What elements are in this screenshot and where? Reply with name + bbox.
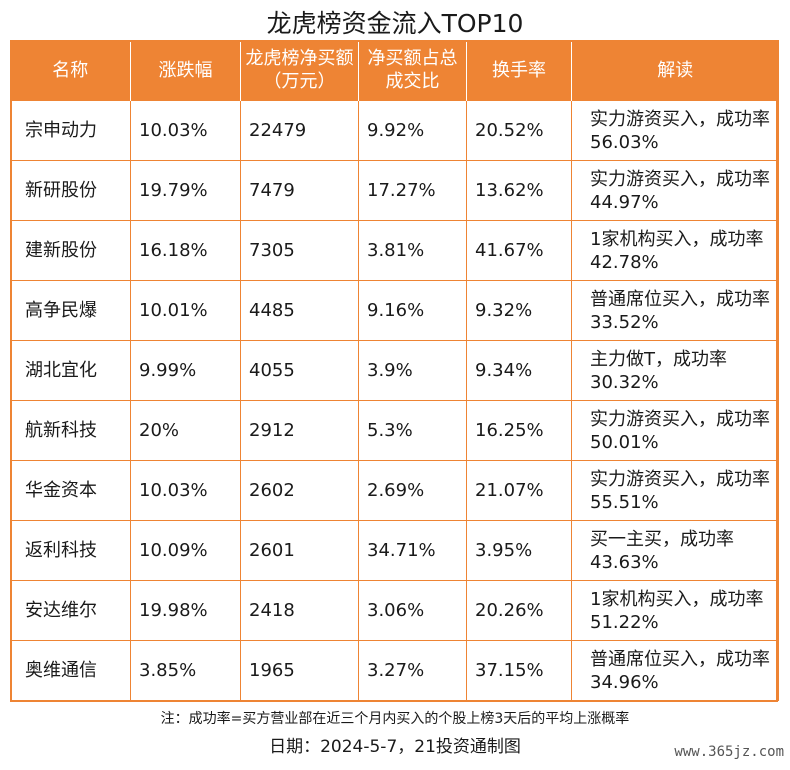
- cell-turnover: 20.26%: [466, 580, 572, 641]
- cell-ratio: 2.69%: [358, 460, 467, 521]
- table-body: 宗申动力 10.03% 22479 9.92% 20.52% 实力游资买入，成功率56.0…: [10, 100, 779, 701]
- table-row: 安达维尔 19.98% 2418 3.06% 20.26% 1家机构买入，成功率51.22…: [10, 580, 779, 641]
- cell-change: 20%: [130, 400, 241, 461]
- date-line: 日期：2024-5-7，21投资通制图: [269, 737, 521, 757]
- cell-change: 9.99%: [130, 340, 241, 401]
- cell-change: 10.03%: [130, 100, 241, 161]
- watermark: www.365jz.com: [674, 744, 784, 760]
- cell-note: 普通席位买入，成功率33.52%: [571, 280, 779, 341]
- cell-net-buy: 2418: [240, 580, 359, 641]
- header-ratio: 净买额占总成交比: [358, 40, 467, 101]
- table-frame: [10, 40, 778, 702]
- cell-note: 主力做T，成功率30.32%: [571, 340, 779, 401]
- cell-name: 宗申动力: [10, 100, 131, 161]
- cell-net-buy: 2912: [240, 400, 359, 461]
- header-change: 涨跌幅: [130, 40, 241, 101]
- table-row: 返利科技 10.09% 2601 34.71% 3.95% 买一主买，成功率43.63%: [10, 520, 779, 581]
- cell-change: 10.01%: [130, 280, 241, 341]
- dragon-tiger-table: 名称 涨跌幅 龙虎榜净买额（万元） 净买额占总成交比 换手率 解读 宗申动力 10…: [10, 40, 779, 701]
- cell-turnover: 3.95%: [466, 520, 572, 581]
- table-row: 宗申动力 10.03% 22479 9.92% 20.52% 实力游资买入，成功率56.0…: [10, 100, 779, 161]
- cell-ratio: 3.27%: [358, 640, 467, 701]
- cell-name: 建新股份: [10, 220, 131, 281]
- page-title: 龙虎榜资金流入TOP10: [266, 9, 524, 38]
- cell-net-buy: 2602: [240, 460, 359, 521]
- cell-net-buy: 7305: [240, 220, 359, 281]
- cell-name: 新研股份: [10, 160, 131, 221]
- cell-net-buy: 7479: [240, 160, 359, 221]
- table-header-row: 名称 涨跌幅 龙虎榜净买额（万元） 净买额占总成交比 换手率 解读: [10, 40, 779, 101]
- cell-turnover: 20.52%: [466, 100, 572, 161]
- cell-change: 3.85%: [130, 640, 241, 701]
- footnote: 注：成功率=买方营业部在近三个月内买入的个股上榜3天后的平均上涨概率: [160, 711, 630, 727]
- cell-note: 1家机构买入，成功率42.78%: [571, 220, 779, 281]
- cell-name: 航新科技: [10, 400, 131, 461]
- cell-net-buy: 4055: [240, 340, 359, 401]
- cell-note: 实力游资买入，成功率44.97%: [571, 160, 779, 221]
- cell-name: 华金资本: [10, 460, 131, 521]
- cell-note: 1家机构买入，成功率51.22%: [571, 580, 779, 641]
- table-row: 奥维通信 3.85% 1965 3.27% 37.15% 普通席位买入，成功率34.96%: [10, 640, 779, 701]
- cell-change: 19.79%: [130, 160, 241, 221]
- cell-ratio: 3.9%: [358, 340, 467, 401]
- cell-ratio: 9.16%: [358, 280, 467, 341]
- table-row: 航新科技 20% 2912 5.3% 16.25% 实力游资买入，成功率50.01%: [10, 400, 779, 461]
- cell-net-buy: 1965: [240, 640, 359, 701]
- cell-ratio: 3.06%: [358, 580, 467, 641]
- header-net-buy: 龙虎榜净买额（万元）: [240, 40, 359, 101]
- table-row: 高争民爆 10.01% 4485 9.16% 9.32% 普通席位买入，成功率33.52%: [10, 280, 779, 341]
- cell-name: 奥维通信: [10, 640, 131, 701]
- header-name: 名称: [10, 40, 131, 101]
- cell-net-buy: 2601: [240, 520, 359, 581]
- cell-note: 实力游资买入，成功率50.01%: [571, 400, 779, 461]
- cell-turnover: 13.62%: [466, 160, 572, 221]
- cell-net-buy: 4485: [240, 280, 359, 341]
- cell-net-buy: 22479: [240, 100, 359, 161]
- cell-note: 买一主买，成功率43.63%: [571, 520, 779, 581]
- table-row: 湖北宜化 9.99% 4055 3.9% 9.34% 主力做T，成功率30.32%: [10, 340, 779, 401]
- cell-ratio: 9.92%: [358, 100, 467, 161]
- cell-change: 16.18%: [130, 220, 241, 281]
- cell-ratio: 5.3%: [358, 400, 467, 461]
- header-note: 解读: [571, 40, 779, 101]
- cell-note: 普通席位买入，成功率34.96%: [571, 640, 779, 701]
- header-turnover: 换手率: [466, 40, 572, 101]
- cell-turnover: 21.07%: [466, 460, 572, 521]
- cell-turnover: 37.15%: [466, 640, 572, 701]
- table-row: 新研股份 19.79% 7479 17.27% 13.62% 实力游资买入，成功率44.9…: [10, 160, 779, 221]
- cell-note: 实力游资买入，成功率56.03%: [571, 100, 779, 161]
- table-row: 华金资本 10.03% 2602 2.69% 21.07% 实力游资买入，成功率55.51…: [10, 460, 779, 521]
